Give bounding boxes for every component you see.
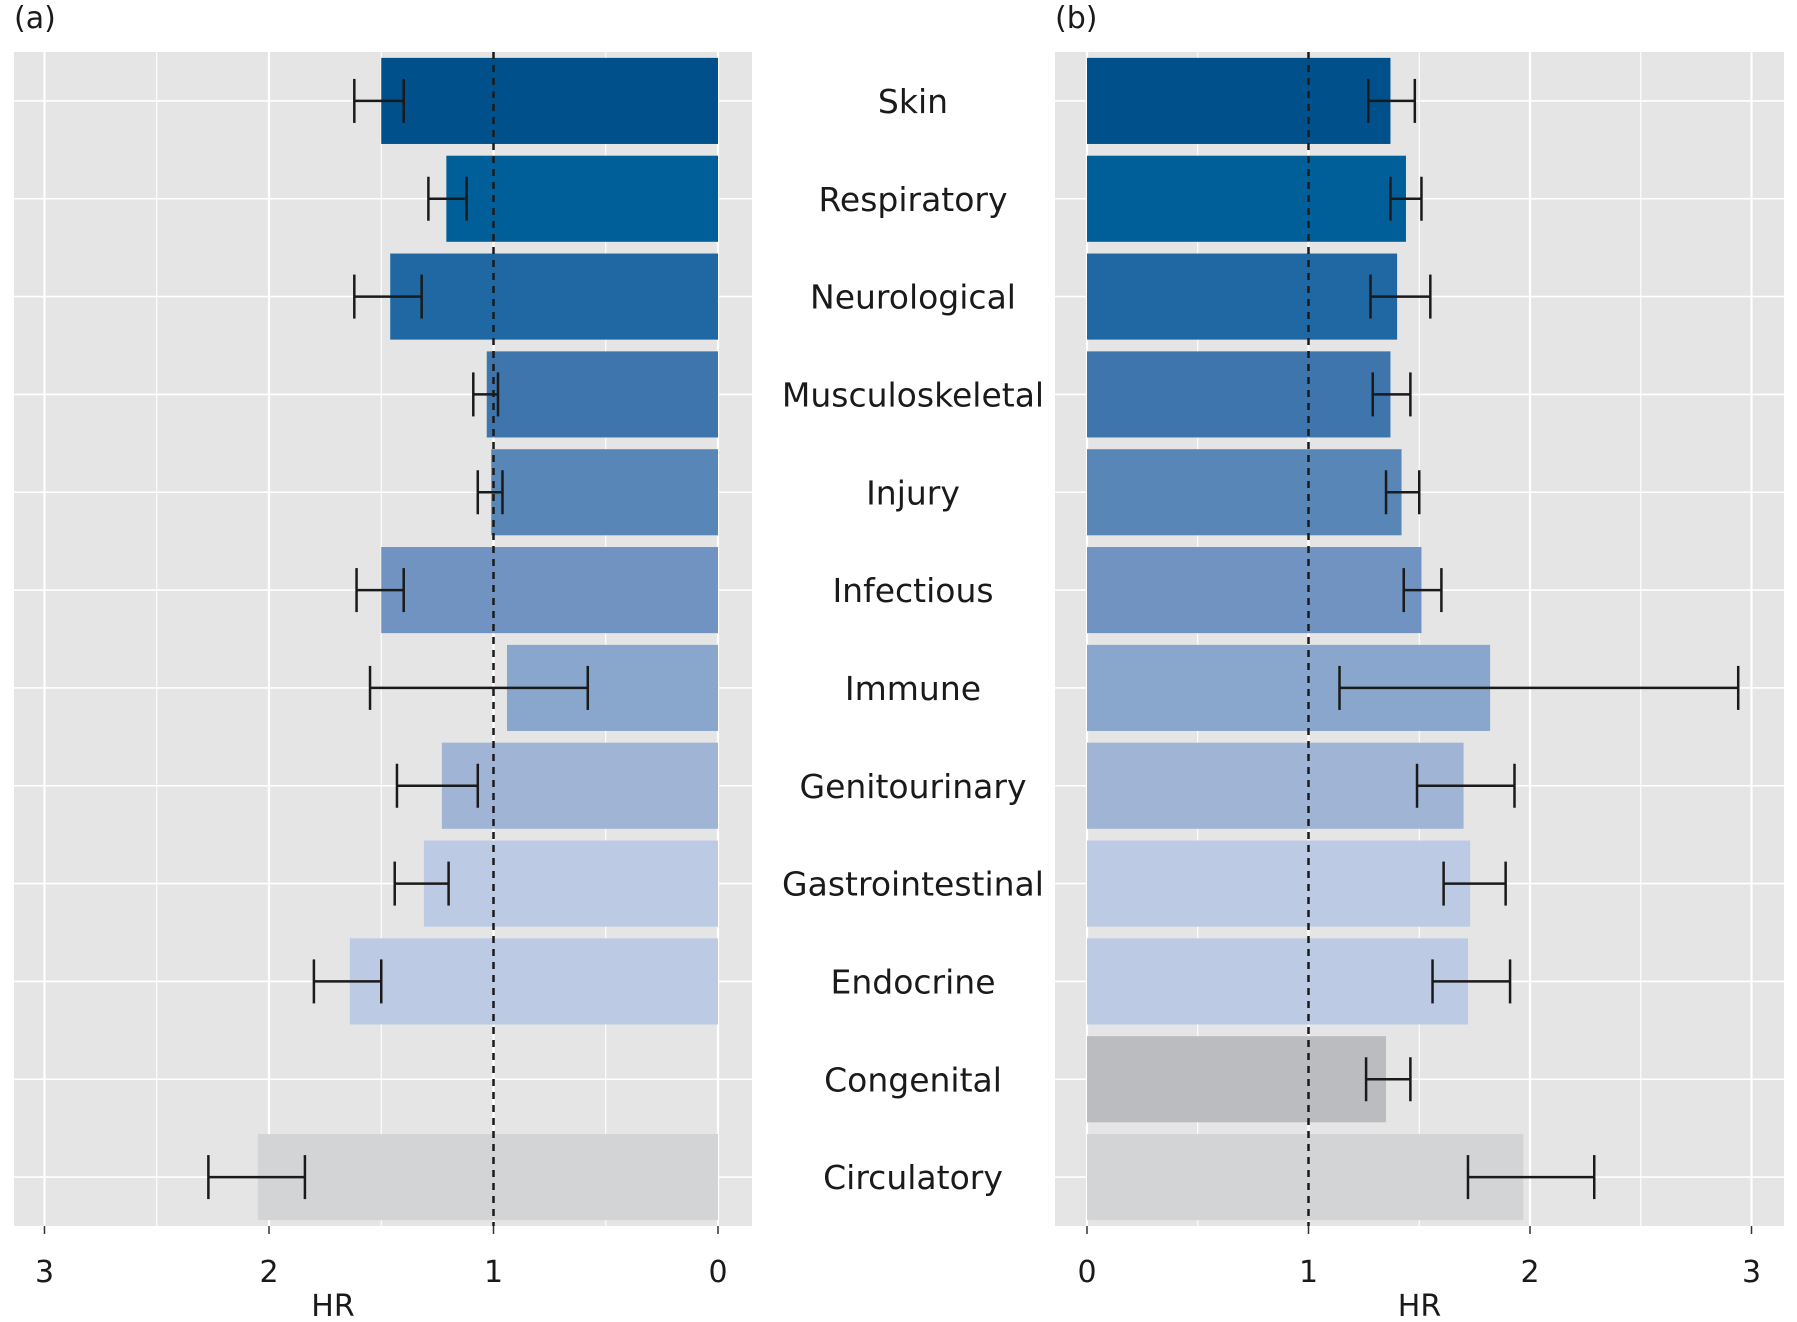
error-bar-circulatory	[207, 1155, 307, 1200]
error-bar-infectious	[355, 568, 405, 613]
bar-circulatory	[257, 1134, 718, 1221]
x-tick-label: 3	[35, 1255, 54, 1290]
x-tick-label: 1	[1299, 1255, 1318, 1290]
category-label-injury: Injury	[866, 473, 960, 512]
category-label-musculoskeletal: Musculoskeletal	[782, 375, 1044, 414]
plot-background	[14, 52, 752, 1226]
x-tick-label: 2	[259, 1255, 278, 1290]
x-tick-label: 0	[708, 1255, 727, 1290]
error-bar-skin	[353, 78, 405, 123]
error-bar-musculoskeletal	[472, 372, 500, 417]
category-label-infectious: Infectious	[832, 571, 993, 610]
error-bar-genitourinary	[395, 763, 480, 808]
bar-skin	[1087, 57, 1391, 144]
error-bar-neurological	[353, 274, 423, 319]
error-bar-infectious	[1402, 568, 1443, 613]
x-tick-label: 1	[484, 1255, 503, 1290]
bar-respiratory	[1087, 155, 1406, 242]
bar-musculoskeletal	[486, 351, 718, 438]
panel-label: (a)	[14, 1, 56, 36]
category-label-congenital: Congenital	[824, 1060, 1002, 1099]
category-labels: Skin Respiratory Neurological Musculoskelet…	[782, 82, 1044, 1197]
error-bar-endocrine	[1431, 959, 1512, 1004]
category-label-immune: Immune	[845, 669, 981, 708]
bar-injury	[1087, 449, 1402, 536]
bar-genitourinary	[441, 742, 718, 829]
bar-genitourinary	[1087, 742, 1464, 829]
x-tick-label: 0	[1077, 1255, 1096, 1290]
error-bar-respiratory	[1389, 176, 1423, 221]
error-bar-skin	[1367, 78, 1417, 123]
error-bar-gastrointestinal	[1442, 861, 1507, 906]
category-label-endocrine: Endocrine	[831, 962, 996, 1001]
category-label-gastrointestinal: Gastrointestinal	[782, 865, 1044, 904]
bar-infectious	[381, 547, 718, 634]
error-bar-injury	[476, 470, 504, 515]
bar-infectious	[1087, 547, 1422, 634]
bar-neurological	[1087, 253, 1398, 340]
bar-endocrine	[1087, 938, 1468, 1025]
category-label-circulatory: Circulatory	[823, 1158, 1003, 1197]
error-bar-genitourinary	[1415, 763, 1516, 808]
error-bar-neurological	[1369, 274, 1432, 319]
x-tick-label: 3	[1742, 1255, 1761, 1290]
error-bar-endocrine	[312, 959, 383, 1004]
bar-respiratory	[446, 155, 718, 242]
error-bar-gastrointestinal	[393, 861, 450, 906]
bar-injury	[491, 449, 718, 536]
bar-neurological	[390, 253, 718, 340]
x-tick-label: 2	[1520, 1255, 1539, 1290]
error-bar-immune	[368, 665, 590, 710]
error-bar-injury	[1384, 470, 1421, 515]
error-bar-immune	[1338, 665, 1740, 710]
error-bar-musculoskeletal	[1371, 372, 1412, 417]
category-label-skin: Skin	[878, 82, 948, 121]
panel-b: (b) 0 1 2 3 HR	[1055, 1, 1784, 1322]
bar-congenital	[1087, 1036, 1387, 1123]
x-axis-label: HR	[311, 1289, 354, 1322]
error-bar-circulatory	[1466, 1155, 1596, 1200]
category-label-neurological: Neurological	[810, 278, 1016, 317]
bar-skin	[381, 57, 718, 144]
bar-gastrointestinal	[423, 840, 718, 927]
category-label-genitourinary: Genitourinary	[800, 767, 1027, 806]
error-bar-respiratory	[427, 176, 468, 221]
panel-label: (b)	[1055, 1, 1097, 36]
category-label-respiratory: Respiratory	[818, 180, 1007, 219]
bar-circulatory	[1087, 1134, 1524, 1221]
bar-musculoskeletal	[1087, 351, 1391, 438]
panel-a: (a) 0 1 2 3 HR	[14, 1, 752, 1322]
error-bar-congenital	[1364, 1057, 1412, 1102]
bar-endocrine	[349, 938, 718, 1025]
bar-gastrointestinal	[1087, 840, 1471, 927]
x-axis-label: HR	[1398, 1289, 1441, 1322]
